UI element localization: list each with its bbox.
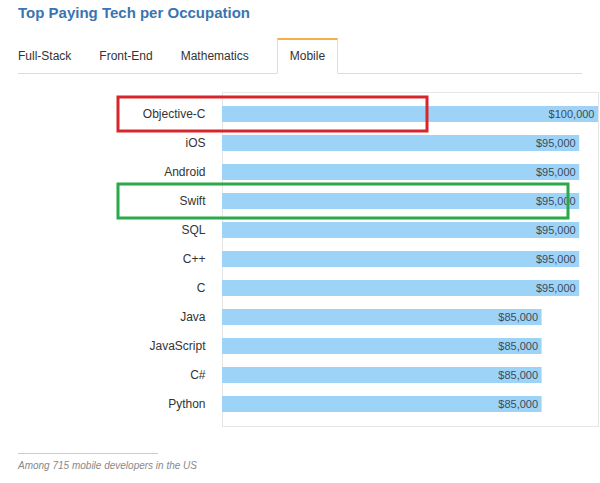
html-text:Full-Stack: Full-Stack bbox=[18, 49, 72, 63]
html-text:Top Paying Tech per Occupation: Top Paying Tech per Occupation bbox=[18, 4, 250, 21]
svg-text:$95,000: $95,000 bbox=[536, 253, 576, 265]
html-text:Mathematics: Mathematics bbox=[180, 49, 249, 63]
svg-text:SQL: SQL bbox=[181, 223, 205, 237]
svg-text:C#: C# bbox=[190, 368, 206, 382]
svg-text:$95,000: $95,000 bbox=[536, 166, 576, 178]
svg-text:$95,000: $95,000 bbox=[536, 195, 576, 207]
svg-text:Java: Java bbox=[180, 310, 206, 324]
svg-text:$85,000: $85,000 bbox=[498, 340, 538, 352]
svg-text:Objective-C: Objective-C bbox=[143, 107, 206, 121]
svg-text:$95,000: $95,000 bbox=[536, 282, 576, 294]
svg-text:Swift: Swift bbox=[179, 194, 206, 208]
svg-text:Android: Android bbox=[164, 165, 205, 179]
svg-text:JavaScript: JavaScript bbox=[149, 339, 206, 353]
svg-text:C: C bbox=[197, 281, 206, 295]
svg-text:$95,000: $95,000 bbox=[536, 137, 576, 149]
svg-text:$85,000: $85,000 bbox=[498, 398, 538, 410]
html-text:Front-End: Front-End bbox=[99, 49, 153, 63]
html-text:Mobile: Mobile bbox=[289, 49, 326, 63]
svg-text:$100,000: $100,000 bbox=[549, 108, 595, 120]
svg-text:Python: Python bbox=[168, 397, 205, 411]
html-text:Among 715 mobile developers in: Among 715 mobile developers in the US bbox=[18, 460, 197, 471]
svg-text:$85,000: $85,000 bbox=[498, 311, 538, 323]
svg-text:C++: C++ bbox=[183, 252, 206, 266]
svg-text:$95,000: $95,000 bbox=[536, 224, 576, 236]
svg-text:iOS: iOS bbox=[185, 136, 205, 150]
svg-text:$85,000: $85,000 bbox=[498, 369, 538, 381]
